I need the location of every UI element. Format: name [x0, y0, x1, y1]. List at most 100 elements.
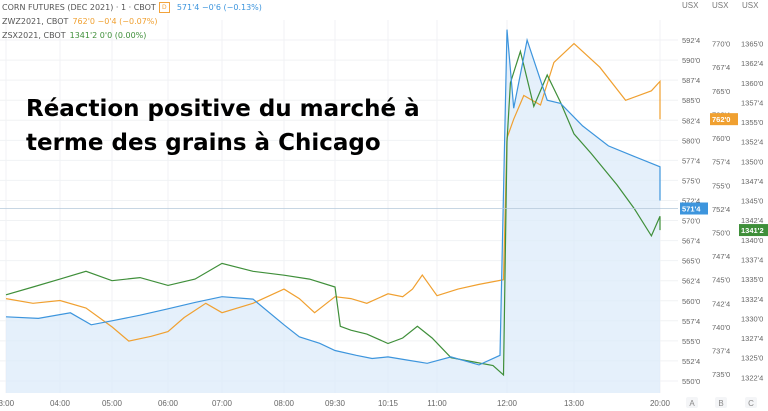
- soy-tick-label: 1342'4: [741, 216, 763, 225]
- resolution-badge[interactable]: D: [158, 2, 170, 13]
- corn-tick-label: 552'4: [682, 357, 700, 366]
- x-tick-label: 20:00: [650, 399, 671, 408]
- wheat-tick-label: 750'0: [712, 228, 730, 237]
- corn-tick-label: 565'0: [682, 257, 700, 266]
- scale-button-label: C: [748, 399, 754, 408]
- soy-tick-label: 1322'4: [741, 373, 763, 382]
- x-tick-label: 11:00: [427, 399, 447, 408]
- corn-tick-label: 587'4: [682, 76, 700, 85]
- corn-tick-label: 592'4: [682, 36, 700, 45]
- x-tick-label: 03:00: [0, 399, 15, 408]
- soy-tick-label: 1332'4: [741, 295, 763, 304]
- wheat-tick-label: 765'0: [712, 87, 730, 96]
- soy-tick-label: 1345'0: [741, 197, 763, 206]
- corn-scale-unit[interactable]: USX: [682, 1, 699, 10]
- x-tick-label: 09:30: [325, 399, 346, 408]
- corn-last-price-tag: [680, 202, 708, 215]
- wheat-symbol: ZWZ2021, CBOT: [2, 17, 69, 26]
- x-tick-label: 08:00: [274, 399, 295, 408]
- x-tick-label: 13:00: [564, 399, 585, 408]
- scale-button-label: B: [718, 399, 723, 408]
- corn-tick-label: 557'4: [682, 317, 700, 326]
- wheat-tick-label: 737'4: [712, 347, 730, 356]
- corn-tick-label: 570'0: [682, 217, 700, 226]
- corn-tick-label: 550'0: [682, 377, 700, 386]
- soy-tick-label: 1347'4: [741, 177, 763, 186]
- corn-tick-label: 582'4: [682, 116, 700, 125]
- corn-tick-label: 580'0: [682, 136, 700, 145]
- soy-tick-label: 1360'0: [741, 79, 763, 88]
- scale-button-a[interactable]: [686, 397, 698, 408]
- scale-button-b[interactable]: [715, 397, 727, 408]
- corn-series-line: [5, 29, 661, 366]
- wheat-tick-label: 740'0: [712, 323, 730, 332]
- corn-tick-label: 572'4: [682, 196, 700, 205]
- legend-row-corn[interactable]: CORN FUTURES (DEC 2021) · 1 · CBOT D 571'4…: [2, 2, 262, 13]
- soy-tick-label: 1325'0: [741, 354, 763, 363]
- corn-tick-label: 575'0: [682, 176, 700, 185]
- corn-symbol: CORN FUTURES (DEC 2021) · 1 · CBOT: [2, 3, 156, 12]
- scale-mode-buttons[interactable]: A B C: [686, 397, 757, 408]
- soy-last-price-tag: [739, 224, 768, 237]
- wheat-last-price-tag: [710, 113, 738, 126]
- soy-scale-unit[interactable]: USX: [742, 1, 759, 10]
- wheat-tick-label: 757'4: [712, 158, 730, 167]
- soy-last-price-label: 1341'2: [741, 226, 764, 235]
- headline-line-1: Réaction positive du marché à: [26, 96, 420, 122]
- wheat-legend-value: 762'0 −0'4 (−0.07%): [72, 17, 158, 26]
- x-tick-label: 07:00: [212, 399, 233, 408]
- wheat-tick-label: 735'0: [712, 370, 730, 379]
- wheat-scale-unit[interactable]: USX: [712, 1, 729, 10]
- soy-symbol: ZSX2021, CBOT: [2, 31, 66, 40]
- soy-price-scale[interactable]: 1365'0 1362'4 1360'0 1357'4 1355'0 1352'4 1350…: [739, 40, 768, 383]
- soy-tick-label: 1327'4: [741, 334, 763, 343]
- corn-series-area: [6, 29, 660, 393]
- soy-tick-label: 1335'0: [741, 275, 763, 284]
- wheat-last-price-label: 762'0: [712, 115, 730, 124]
- headline-overlay: Réaction positive du marché à terme des …: [26, 92, 420, 160]
- corn-last-price-label: 571'4: [682, 205, 701, 214]
- corn-tick-label: 562'4: [682, 277, 700, 286]
- soy-tick-label: 1355'0: [741, 118, 763, 127]
- corn-legend-value: 571'4 −0'6 (−0.13%): [176, 3, 262, 12]
- soy-tick-label: 1350'0: [741, 157, 763, 166]
- legend-row-wheat[interactable]: ZWZ2021, CBOT 762'0 −0'4 (−0.07%): [2, 17, 158, 26]
- wheat-tick-label: 752'4: [712, 205, 730, 214]
- soy-tick-label: 1352'4: [741, 138, 763, 147]
- soy-tick-label: 1357'4: [741, 98, 763, 107]
- x-tick-label: 12:00: [497, 399, 518, 408]
- soy-series-line: [5, 49, 661, 377]
- corn-tick-label: 590'0: [682, 56, 700, 65]
- corn-price-scale[interactable]: 592'4 590'0 587'4 585'0 582'4 580'0 577'4 575'0…: [680, 36, 708, 386]
- wheat-tick-label: 742'4: [712, 299, 730, 308]
- soy-tick-label: 1340'0: [741, 236, 763, 245]
- soy-tick-label: 1362'4: [741, 59, 763, 68]
- time-axis: 03:00 04:00 05:00 06:00 07:00 08:00 09:30 10:15…: [0, 399, 671, 408]
- soy-tick-label: 1330'0: [741, 314, 763, 323]
- corn-tick-label: 560'0: [682, 297, 700, 306]
- corn-tick-label: 577'4: [682, 156, 700, 165]
- x-tick-label: 05:00: [102, 399, 123, 408]
- corn-tick-label: 585'0: [682, 96, 700, 105]
- soy-legend-value: 1341'2 0'0 (0.00%): [69, 31, 147, 40]
- wheat-tick-label: 767'4: [712, 63, 730, 72]
- wheat-tick-label: 770'0: [712, 40, 730, 49]
- soy-tick-label: 1365'0: [741, 40, 763, 49]
- headline-line-2: terme des grains à Chicago: [26, 130, 381, 156]
- wheat-price-scale[interactable]: 770'0767'4765'0762'4760'0757'4755'0752'4…: [710, 40, 738, 380]
- wheat-tick-label: 745'0: [712, 276, 730, 285]
- x-tick-label: 10:15: [378, 399, 399, 408]
- scale-button-c[interactable]: [745, 397, 757, 408]
- wheat-tick-label: 755'0: [712, 181, 730, 190]
- soy-tick-label: 1337'4: [741, 256, 763, 265]
- corn-tick-label: 555'0: [682, 337, 700, 346]
- legend-row-soy[interactable]: ZSX2021, CBOT 1341'2 0'0 (0.00%): [2, 31, 146, 40]
- wheat-tick-label: 747'4: [712, 252, 730, 261]
- wheat-tick-label: 760'0: [712, 134, 730, 143]
- x-tick-label: 04:00: [50, 399, 71, 408]
- wheat-series-line: [5, 42, 661, 342]
- corn-tick-label: 567'4: [682, 237, 700, 246]
- x-tick-label: 06:00: [158, 399, 179, 408]
